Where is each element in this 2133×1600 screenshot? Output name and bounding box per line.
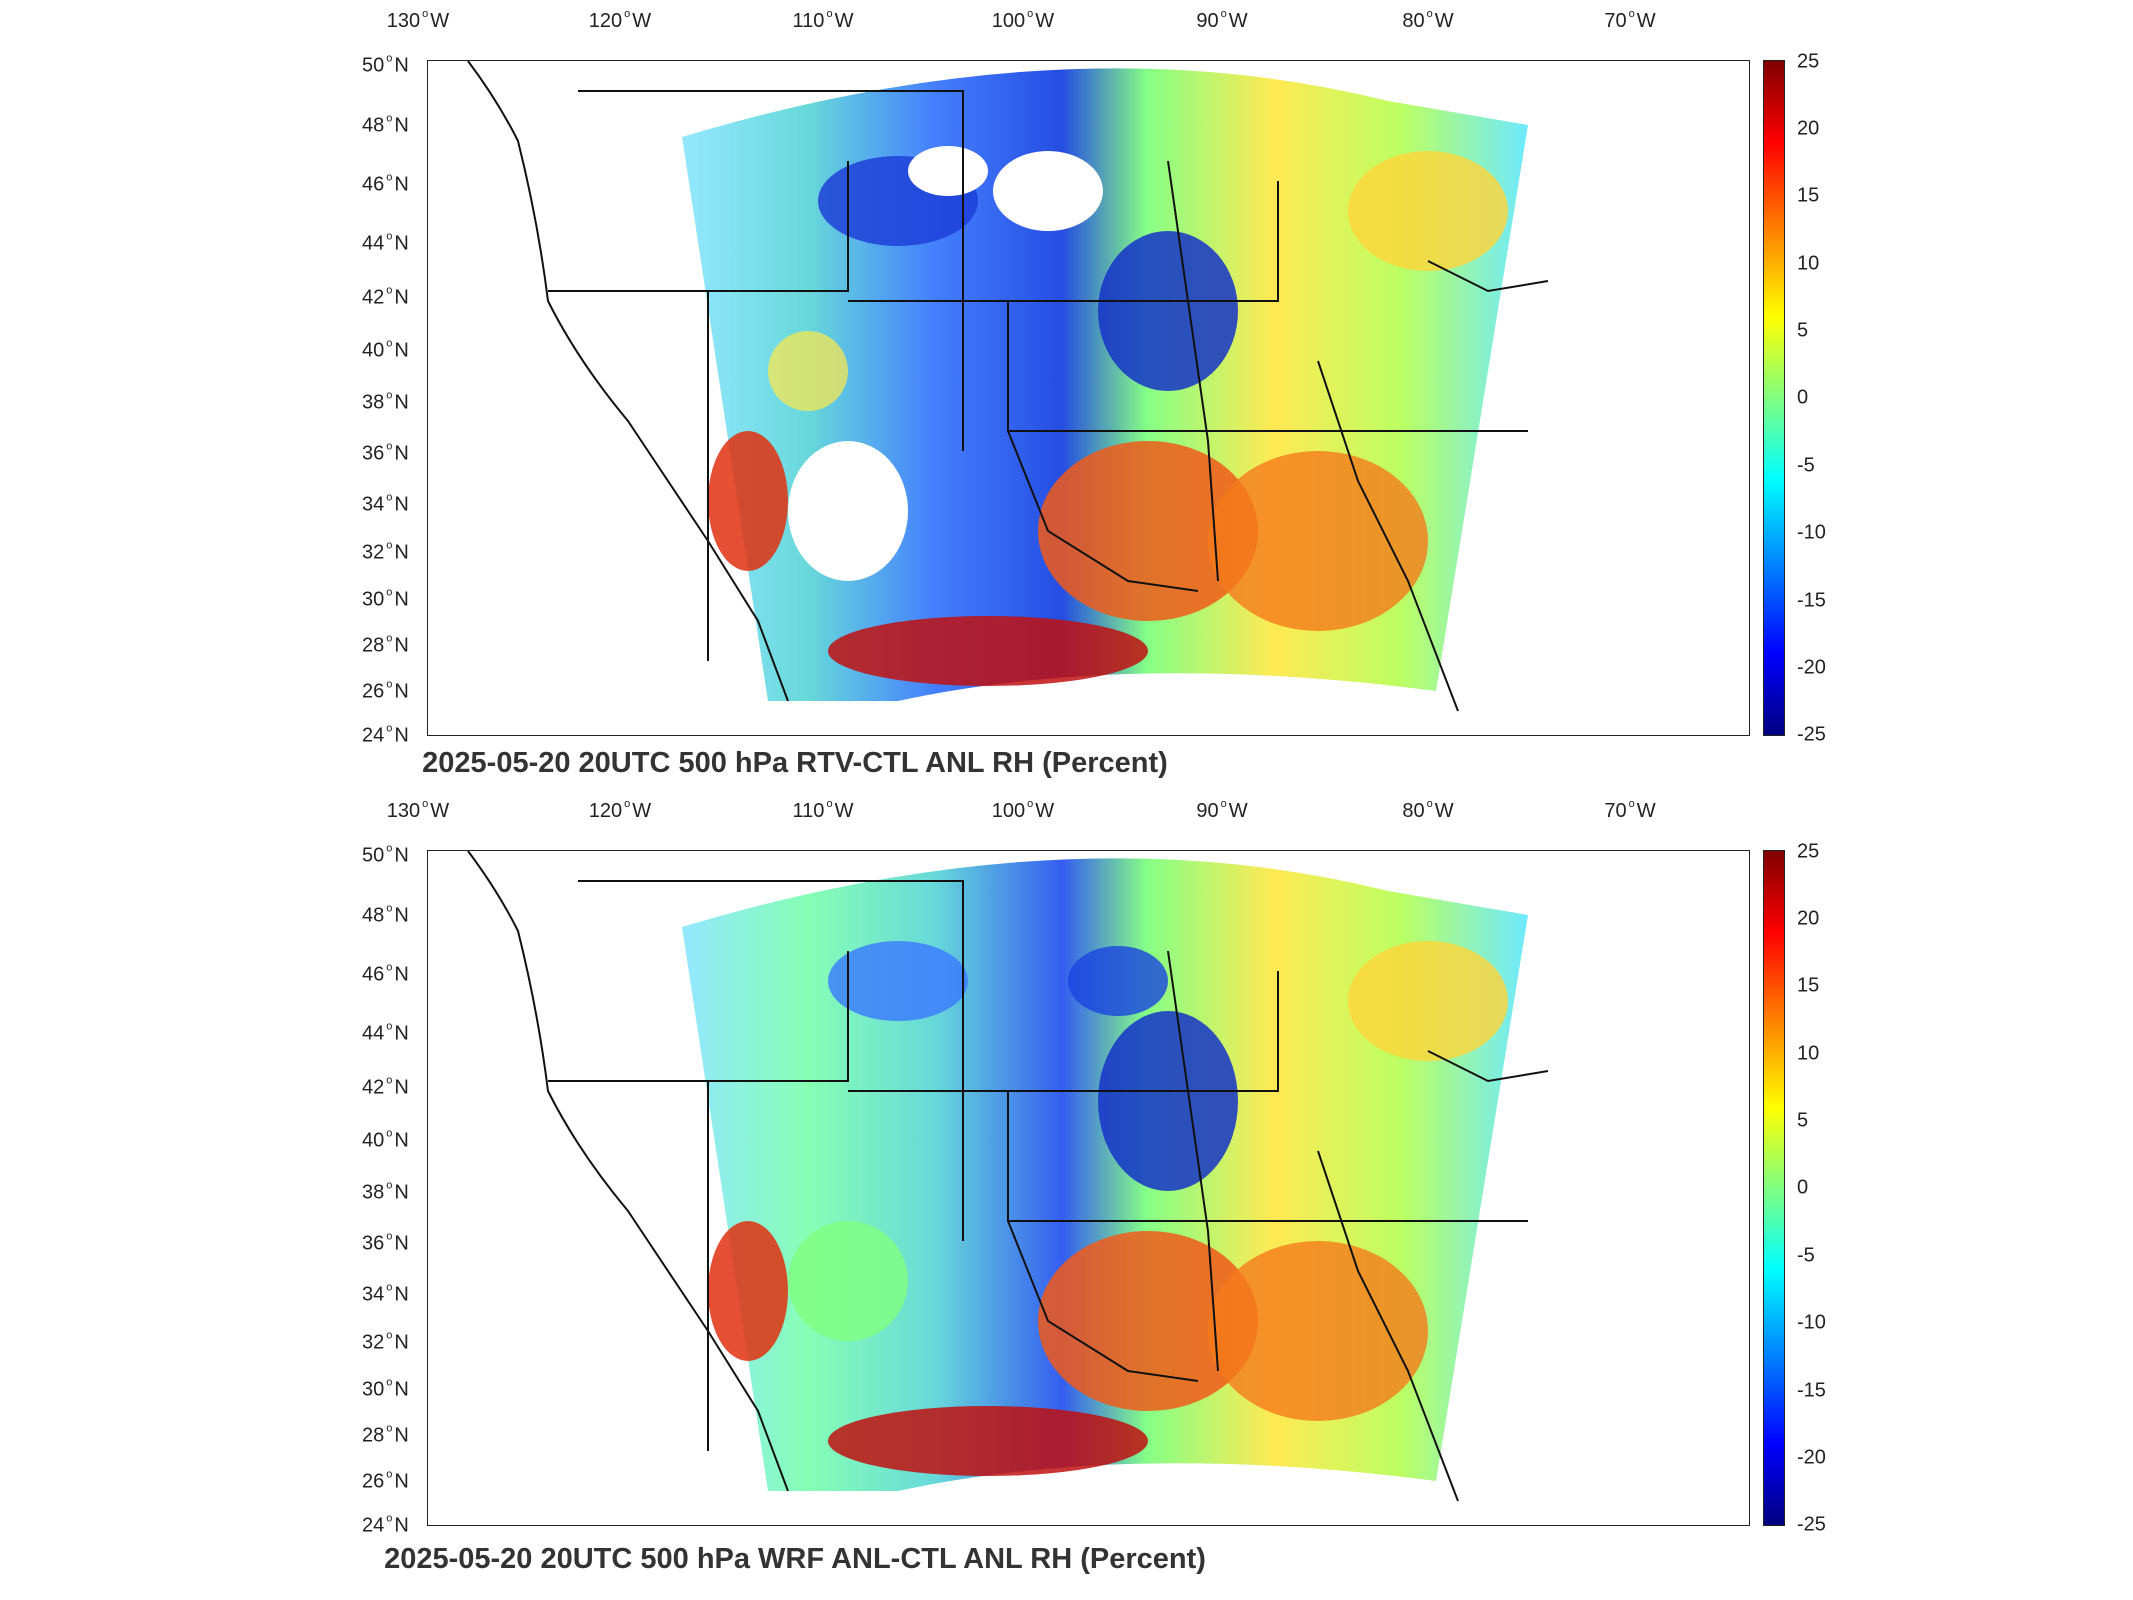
colorbar-tick-label: -10 (1797, 521, 1826, 544)
map-plot-area (427, 850, 1750, 1526)
lat-label: 24 o N (362, 1512, 409, 1537)
colorbar-tick-label: -20 (1797, 656, 1826, 679)
colorbar-tick-label: -15 (1797, 1379, 1826, 1402)
rh-difference-map (467, 851, 1549, 1502)
lon-label: 90 o W (1196, 8, 1248, 32)
lat-label: 46 o N (362, 961, 409, 986)
rh-difference-map (467, 61, 1549, 712)
colorbar-tick-label: -10 (1797, 1311, 1826, 1334)
lat-label: 38 o N (362, 1179, 409, 1204)
lat-label: 38 o N (362, 389, 409, 414)
colorbar (1763, 850, 1785, 1526)
lat-label: 30 o N (362, 586, 409, 611)
map-title: 2025-05-20 20UTC 500 hPa RTV-CTL ANL RH … (422, 747, 1168, 779)
lat-label: 32 o N (362, 539, 409, 564)
lat-label: 34 o N (362, 491, 409, 516)
lat-label: 44 o N (362, 230, 409, 255)
lat-label: 50 o N (362, 842, 409, 867)
colorbar-tick-label: 0 (1797, 386, 1809, 409)
lat-label: 40 o N (362, 1127, 409, 1152)
map-panel-bottom: 130 o W 120 o W 110 o W 100 o W 90 o W 80 o W 70 o W 5… (0, 790, 2133, 1580)
lat-label: 28 o N (362, 632, 409, 657)
lat-label: 30 o N (362, 1376, 409, 1401)
map-plot-area (427, 60, 1750, 736)
colorbar-tick-label: -5 (1797, 1244, 1815, 1267)
colorbar-tick-label: 5 (1797, 319, 1809, 342)
map-title: 2025-05-20 20UTC 500 hPa WRF ANL-CTL ANL… (384, 1543, 1206, 1575)
colorbar-tick-label: 25 (1797, 840, 1820, 863)
lat-label: 34 o N (362, 1281, 409, 1306)
lon-label: 130 o W (386, 798, 450, 822)
colorbar-tick-label: 25 (1797, 50, 1820, 73)
lat-label: 32 o N (362, 1329, 409, 1354)
colorbar (1763, 60, 1785, 736)
lon-label: 130 o W (386, 8, 450, 32)
lat-label: 28 o N (362, 1422, 409, 1447)
lat-label: 42 o N (362, 1074, 409, 1099)
map-panel-top: 130 o W 120 o W 110 o W 100 o W 90 o W 80 o W 70 o W 5… (0, 0, 2133, 790)
lat-label: 44 o N (362, 1020, 409, 1045)
lat-label: 48 o N (362, 902, 409, 927)
lat-label: 42 o N (362, 284, 409, 309)
colorbar-tick-label: -25 (1797, 1513, 1826, 1536)
lat-label: 36 o N (362, 1230, 409, 1255)
colorbar-tick-label: -20 (1797, 1446, 1826, 1469)
lon-label: 100 o W (991, 798, 1055, 822)
colorbar-tick-label: -25 (1797, 723, 1826, 746)
lat-label: 48 o N (362, 112, 409, 137)
lon-label: 120 o W (588, 8, 652, 32)
lon-label: 80 o W (1402, 8, 1454, 32)
colorbar-tick-label: 10 (1797, 1042, 1820, 1065)
colorbar-tick-label: -15 (1797, 589, 1826, 612)
lon-label: 120 o W (588, 798, 652, 822)
colorbar-tick-label: 15 (1797, 974, 1820, 997)
lon-label: 110 o W (792, 8, 854, 32)
colorbar-tick-label: 10 (1797, 252, 1820, 275)
colorbar-tick-label: -5 (1797, 454, 1815, 477)
lat-label: 24 o N (362, 722, 409, 747)
lon-label: 80 o W (1402, 798, 1454, 822)
lat-label: 26 o N (362, 678, 409, 703)
colorbar-tick-label: 0 (1797, 1176, 1809, 1199)
lon-label: 90 o W (1196, 798, 1248, 822)
lat-label: 50 o N (362, 52, 409, 77)
lon-label: 70 o W (1604, 8, 1656, 32)
lon-label: 110 o W (792, 798, 854, 822)
colorbar-tick-label: 20 (1797, 907, 1820, 930)
lat-label: 36 o N (362, 440, 409, 465)
lon-label: 100 o W (991, 8, 1055, 32)
colorbar-tick-label: 20 (1797, 117, 1820, 140)
lon-label: 70 o W (1604, 798, 1656, 822)
lat-label: 26 o N (362, 1468, 409, 1493)
lat-label: 40 o N (362, 337, 409, 362)
colorbar-tick-label: 5 (1797, 1109, 1809, 1132)
colorbar-tick-label: 15 (1797, 184, 1820, 207)
lat-label: 46 o N (362, 171, 409, 196)
